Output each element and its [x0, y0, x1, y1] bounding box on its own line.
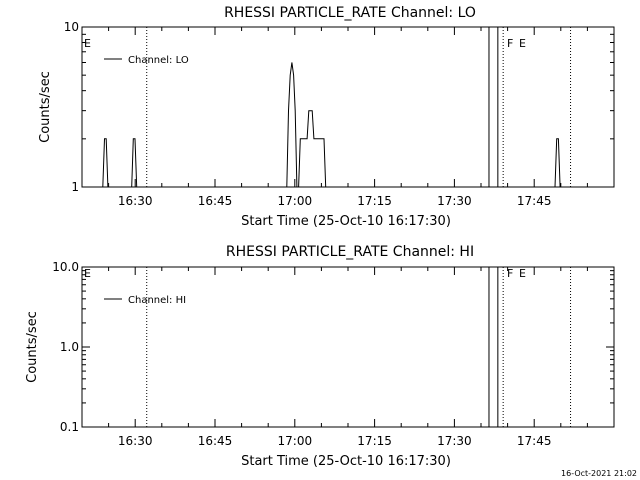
panel-hi-flag-e-left: E	[84, 267, 91, 280]
series-line-segment	[131, 138, 138, 188]
panel-hi-flag-e-right: E	[519, 267, 526, 280]
x-tick-label: 16:45	[198, 194, 233, 208]
panel-hi: RHESSI PARTICLE_RATE Channel: HI 16:30 16…	[25, 244, 615, 469]
panel-hi-ylabel: Counts/sec	[25, 311, 40, 383]
x-tick-label: 17:45	[517, 194, 552, 208]
y-tick-label: 10	[64, 20, 79, 34]
x-tick-label: 17:30	[437, 194, 472, 208]
panel-lo-title: RHESSI PARTICLE_RATE Channel: LO	[224, 5, 476, 21]
panel-hi-plot-frame	[81, 266, 615, 428]
x-tick-label: 17:45	[517, 434, 552, 448]
series-line-segment	[554, 138, 561, 188]
x-tick-label: 17:15	[357, 434, 392, 448]
panel-lo-ylabel: Counts/sec	[38, 71, 53, 143]
y-tick-label: 10.0	[52, 260, 79, 274]
panel-hi-flag-lines	[146, 267, 572, 427]
x-tick-label: 16:30	[118, 434, 153, 448]
panel-lo-series	[102, 62, 561, 188]
x-tick-label: 17:15	[357, 194, 392, 208]
generation-timestamp: 16-Oct-2021 21:02	[561, 469, 637, 478]
panel-hi-title: RHESSI PARTICLE_RATE Channel: HI	[226, 244, 474, 260]
panel-hi-ticks: 16:30 16:45 17:00 17:15 17:30 17:45 0.1 1.0 10.0	[52, 260, 614, 448]
y-tick-label: 1.0	[60, 340, 79, 354]
panel-lo-flag-lines	[146, 27, 572, 187]
panel-hi-legend-label: Channel: HI	[128, 295, 186, 306]
x-tick-label: 16:45	[198, 434, 233, 448]
series-line-segment	[102, 138, 109, 188]
panel-lo-flag-f: F	[507, 37, 513, 50]
panel-hi-flag-f: F	[507, 267, 513, 280]
panel-lo: RHESSI PARTICLE_RATE Channel: LO 16:30 16…	[38, 5, 615, 229]
panel-lo-flag-e-left: E	[84, 37, 91, 50]
panel-lo-xlabel: Start Time (25-Oct-10 16:17:30)	[241, 214, 451, 229]
panel-lo-flag-e-right: E	[519, 37, 526, 50]
x-tick-label: 17:30	[437, 434, 472, 448]
series-line-segment	[286, 62, 336, 188]
x-tick-label: 16:30	[118, 194, 153, 208]
panel-lo-ticks: 16:30 16:45 17:00 17:15 17:30 17:45 1 10	[64, 20, 614, 208]
panel-lo-plot-frame	[81, 26, 615, 188]
y-tick-label: 0.1	[60, 420, 79, 434]
panel-lo-legend-label: Channel: LO	[128, 55, 189, 66]
y-tick-label: 1	[71, 180, 79, 194]
x-tick-label: 17:00	[278, 194, 313, 208]
x-tick-label: 17:00	[278, 434, 313, 448]
panel-hi-xlabel: Start Time (25-Oct-10 16:17:30)	[241, 454, 451, 469]
